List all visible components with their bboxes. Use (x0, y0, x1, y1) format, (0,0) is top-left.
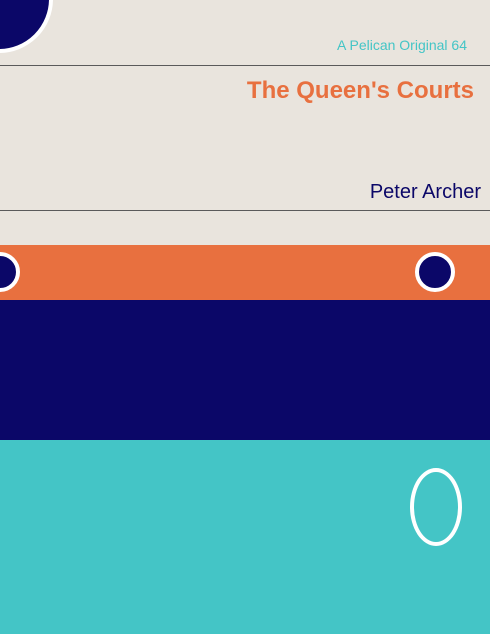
cream-band (0, 0, 490, 245)
oval-ring-icon (410, 468, 462, 546)
orange-band (0, 245, 490, 300)
right-dot-icon (415, 252, 455, 292)
book-title: The Queen's Courts (246, 77, 474, 104)
teal-band (0, 440, 490, 634)
navy-band (0, 300, 490, 440)
author-name: Peter Archer (369, 181, 481, 203)
series-label: A Pelican Original 64 (337, 37, 467, 53)
top-rule (0, 65, 490, 66)
bottom-rule (0, 210, 490, 211)
